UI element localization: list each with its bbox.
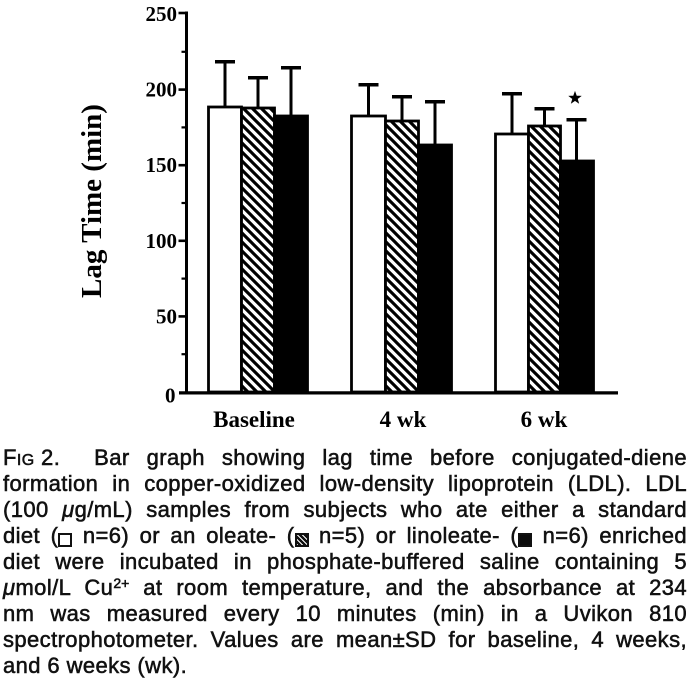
svg-text:200: 200 <box>146 78 178 102</box>
svg-text:Lag Time (min): Lag Time (min) <box>76 104 108 298</box>
svg-text:6 wk: 6 wk <box>521 407 568 432</box>
svg-text:50: 50 <box>156 304 177 328</box>
svg-text:Baseline: Baseline <box>213 407 295 432</box>
svg-text:150: 150 <box>146 153 178 177</box>
svg-text:4 wk: 4 wk <box>380 407 427 432</box>
svg-text:100: 100 <box>146 229 178 253</box>
svg-text:0: 0 <box>165 384 176 408</box>
svg-text:250: 250 <box>146 2 178 26</box>
